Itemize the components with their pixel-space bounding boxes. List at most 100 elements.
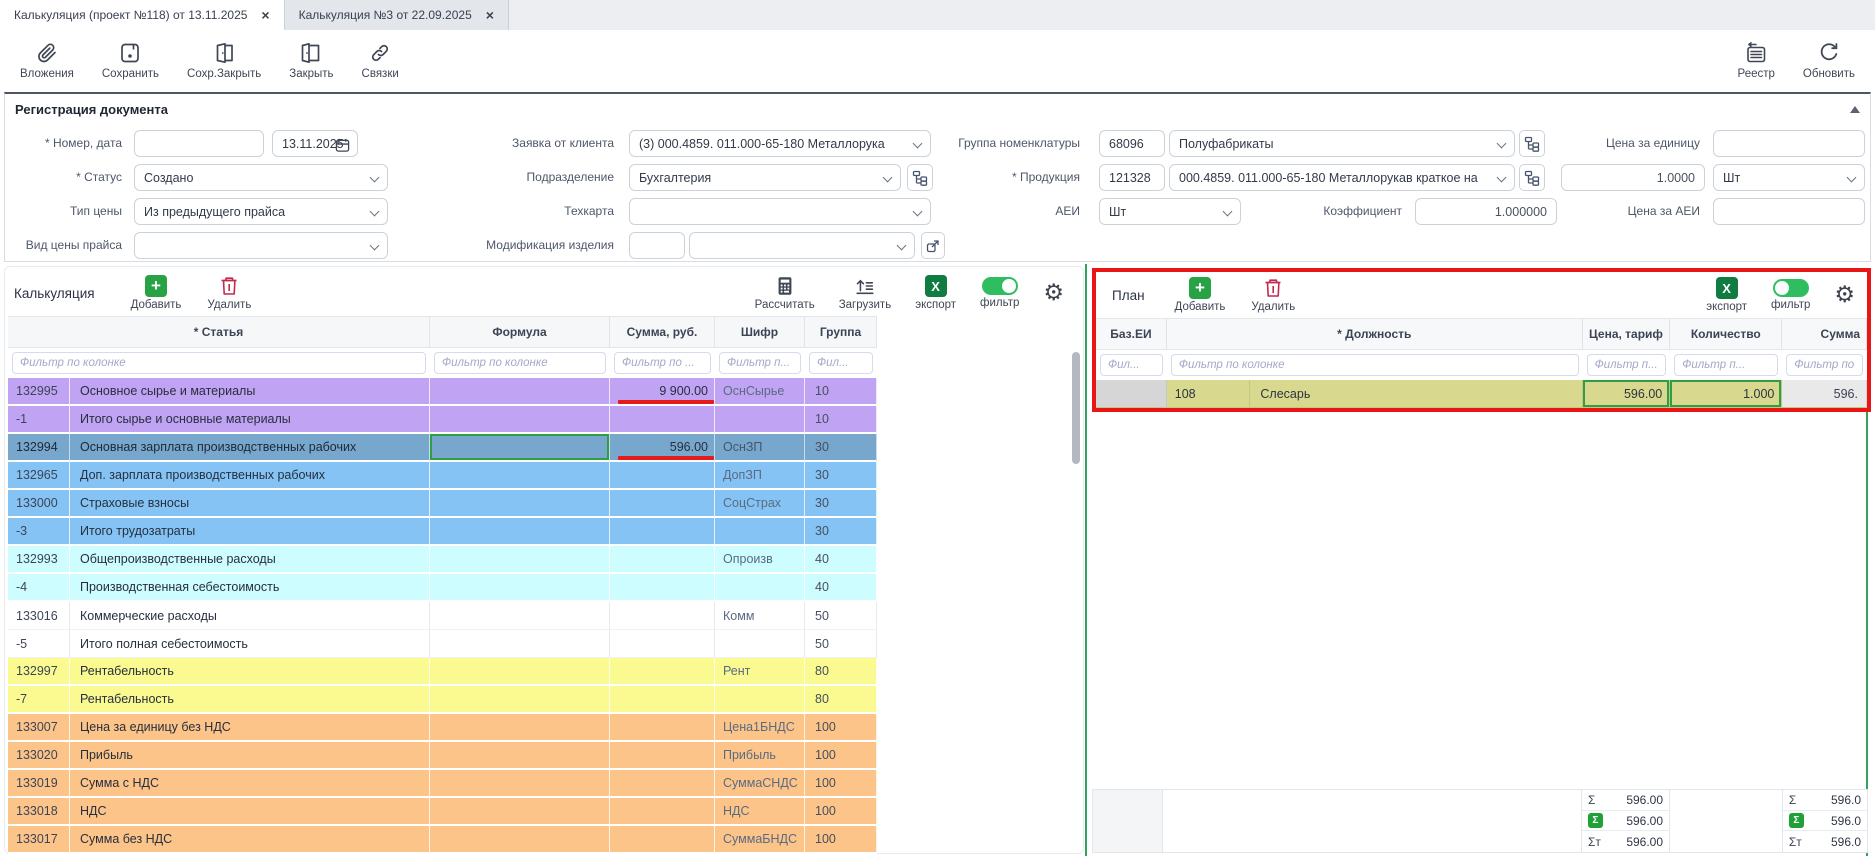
calc-filter-toggle[interactable]: фильтр: [980, 277, 1019, 309]
group-cell[interactable]: 100: [805, 770, 877, 798]
nomen-group-tree-button[interactable]: [1519, 130, 1545, 157]
coefficient-input[interactable]: 1.000000: [1415, 198, 1557, 225]
save-button[interactable]: Сохранить: [102, 41, 159, 80]
article-cell[interactable]: Основная зарплата производственных рабоч…: [70, 434, 430, 462]
price-kind-select[interactable]: [134, 232, 388, 259]
code-cell[interactable]: Цена1БНДС: [715, 714, 805, 742]
toggle-on-icon[interactable]: [981, 277, 1018, 295]
calc-row[interactable]: -4 Производственная себестоимость 40: [8, 574, 877, 602]
filter-input-base-unit[interactable]: [1100, 354, 1163, 376]
client-request-select[interactable]: (3) 000.4859. 011.000-65-180 Металлорука: [629, 130, 931, 157]
formula-cell[interactable]: [430, 490, 610, 518]
calc-row[interactable]: 133018 НДС НДС 100: [8, 798, 877, 826]
calc-row[interactable]: -5 Итого полная себестоимость 50: [8, 630, 877, 658]
filter-input-position[interactable]: [1170, 354, 1579, 376]
article-cell[interactable]: Итого полная себестоимость: [70, 630, 430, 658]
code-cell[interactable]: Прибыль: [715, 742, 805, 770]
group-cell[interactable]: 40: [805, 546, 877, 574]
calc-row[interactable]: 132993 Общепроизводственные расходы Опроиз…: [8, 546, 877, 574]
calc-delete-button[interactable]: Удалить: [207, 275, 251, 311]
column-header-formula[interactable]: Формула: [430, 317, 610, 347]
links-button[interactable]: Связки: [362, 41, 399, 80]
filter-input-sum[interactable]: [1786, 354, 1863, 376]
code-cell[interactable]: [715, 686, 805, 714]
attachments-button[interactable]: Вложения: [20, 41, 74, 80]
formula-cell[interactable]: [430, 826, 610, 854]
article-cell[interactable]: Страховые взносы: [70, 490, 430, 518]
sum-cell[interactable]: [610, 826, 715, 854]
article-cell[interactable]: Цена за единицу без НДС: [70, 714, 430, 742]
group-cell[interactable]: 10: [805, 378, 877, 406]
sum-cell[interactable]: [610, 462, 715, 490]
gear-icon[interactable]: ⚙: [1043, 279, 1064, 306]
filter-input-article[interactable]: [12, 352, 426, 374]
code-cell[interactable]: Комм: [715, 602, 805, 630]
article-cell[interactable]: Прибыль: [70, 742, 430, 770]
group-cell[interactable]: 30: [805, 518, 877, 546]
product-select[interactable]: 000.4859. 011.000-65-180 Металлорукав кр…: [1169, 164, 1515, 191]
code-cell[interactable]: СоцСтрах: [715, 490, 805, 518]
collapse-arrow-icon[interactable]: [1850, 105, 1860, 113]
column-header-sum[interactable]: Сумма: [1782, 319, 1867, 349]
sum-cell[interactable]: [610, 742, 715, 770]
row-id-cell[interactable]: 133019: [8, 770, 70, 798]
formula-cell[interactable]: [430, 798, 610, 826]
article-cell[interactable]: Доп. зарплата производственных рабочих: [70, 462, 430, 490]
close-icon[interactable]: ×: [485, 7, 494, 23]
code-cell[interactable]: ОснСырье: [715, 378, 805, 406]
gear-icon[interactable]: ⚙: [1834, 281, 1855, 308]
sum-cell[interactable]: [610, 602, 715, 630]
group-cell[interactable]: 50: [805, 602, 877, 630]
row-id-cell[interactable]: 133000: [8, 490, 70, 518]
code-cell[interactable]: ОснЗП: [715, 434, 805, 462]
base-unit-cell[interactable]: [1096, 380, 1167, 408]
formula-cell[interactable]: [430, 630, 610, 658]
group-cell[interactable]: 40: [805, 574, 877, 602]
calc-row[interactable]: 132994 Основная зарплата производственных…: [8, 434, 877, 462]
formula-cell[interactable]: [430, 574, 610, 602]
filter-input-quantity[interactable]: [1674, 354, 1779, 376]
calc-row[interactable]: 133016 Коммерческие расходы Комм 50: [8, 602, 877, 630]
product-tree-button[interactable]: [1519, 164, 1545, 191]
sum-cell[interactable]: [610, 546, 715, 574]
code-cell[interactable]: СуммаСНДС: [715, 770, 805, 798]
article-cell[interactable]: Итого трудозатраты: [70, 518, 430, 546]
article-cell[interactable]: Производственная себестоимость: [70, 574, 430, 602]
filter-input-group[interactable]: [809, 352, 873, 374]
sum-cell[interactable]: [610, 518, 715, 546]
unit-price-input[interactable]: [1713, 130, 1865, 157]
calc-row[interactable]: 133000 Страховые взносы СоцСтрах 30: [8, 490, 877, 518]
status-select[interactable]: Создано: [134, 164, 388, 191]
code-cell[interactable]: [715, 574, 805, 602]
article-cell[interactable]: Сумма с НДС: [70, 770, 430, 798]
row-id-cell[interactable]: -1: [8, 406, 70, 434]
row-id-cell[interactable]: -4: [8, 574, 70, 602]
calc-row[interactable]: -7 Рентабельность 80: [8, 686, 877, 714]
code-cell[interactable]: [715, 518, 805, 546]
group-cell[interactable]: 100: [805, 798, 877, 826]
column-header-group[interactable]: Группа: [805, 317, 877, 347]
calc-add-button[interactable]: + Добавить: [131, 275, 181, 311]
sum-cell[interactable]: [610, 490, 715, 518]
price-type-select[interactable]: Из предыдущего прайса: [134, 198, 388, 225]
filter-input-formula[interactable]: [434, 352, 606, 374]
group-cell[interactable]: 30: [805, 434, 877, 462]
sum-cell[interactable]: 596.00: [610, 434, 715, 462]
formula-cell[interactable]: [430, 686, 610, 714]
article-cell[interactable]: Итого сырье и основные материалы: [70, 406, 430, 434]
plan-filter-toggle[interactable]: фильтр: [1771, 279, 1810, 311]
modification-expand-button[interactable]: [921, 232, 945, 259]
number-input[interactable]: [134, 130, 264, 157]
row-id-cell[interactable]: 133007: [8, 714, 70, 742]
close-icon[interactable]: ×: [261, 7, 270, 23]
department-tree-button[interactable]: [907, 164, 933, 191]
calc-row[interactable]: 133019 Сумма с НДС СуммаСНДС 100: [8, 770, 877, 798]
article-cell[interactable]: Общепроизводственные расходы: [70, 546, 430, 574]
calc-row[interactable]: 132995 Основное сырье и материалы 9 900.00…: [8, 378, 877, 406]
row-id-cell[interactable]: 132965: [8, 462, 70, 490]
code-cell[interactable]: ДопЗП: [715, 462, 805, 490]
formula-cell[interactable]: [430, 462, 610, 490]
formula-cell[interactable]: [430, 406, 610, 434]
load-button[interactable]: Загрузить: [839, 275, 891, 311]
code-cell[interactable]: Опроизв: [715, 546, 805, 574]
